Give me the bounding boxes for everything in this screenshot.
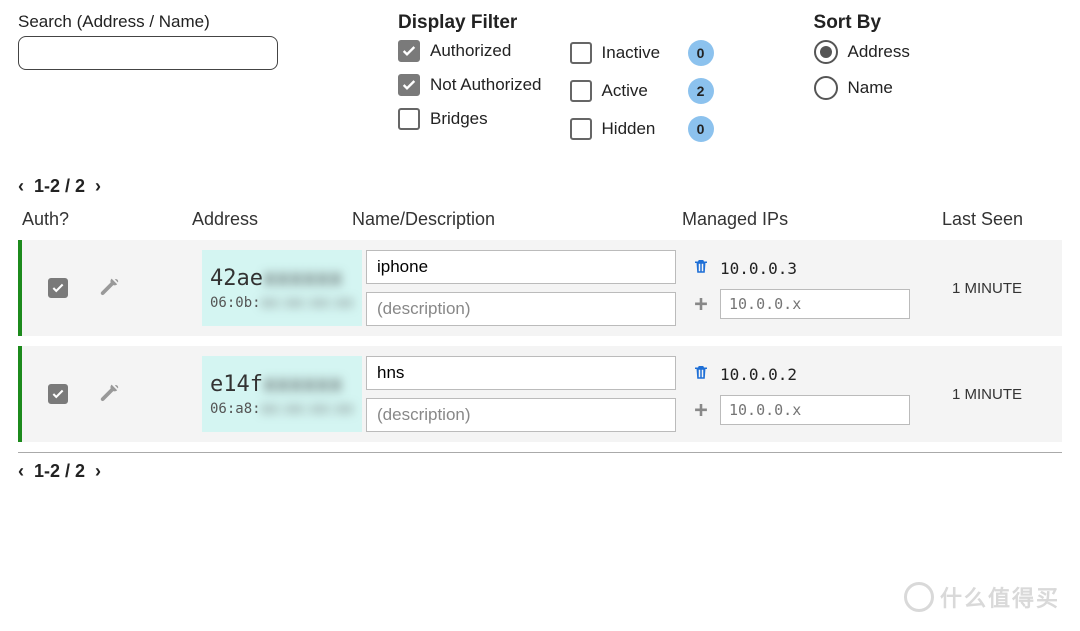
ip-input[interactable] <box>720 289 910 319</box>
filter-label: Not Authorized <box>430 75 542 95</box>
plus-icon[interactable]: + <box>692 398 710 423</box>
trash-icon[interactable] <box>692 257 710 279</box>
auth-checkbox[interactable] <box>48 384 68 404</box>
sort-label: Name <box>848 78 893 98</box>
filter-title: Display Filter <box>398 12 714 34</box>
auth-checkbox[interactable] <box>48 278 68 298</box>
col-auth: Auth? <box>22 209 192 230</box>
filter-count-badge: 0 <box>688 40 714 66</box>
filter-count-badge: 0 <box>688 116 714 142</box>
filter-label: Bridges <box>430 109 488 129</box>
plus-icon[interactable]: + <box>692 292 710 317</box>
watermark: 什么值得买 <box>904 581 1060 613</box>
sort-radio[interactable] <box>814 40 838 64</box>
sort-label: Address <box>848 42 910 62</box>
filter-checkbox[interactable] <box>570 118 592 140</box>
last-seen: 1 MINUTE <box>952 280 1056 297</box>
wrench-icon[interactable] <box>98 381 120 407</box>
pager-next-icon[interactable]: › <box>95 176 101 197</box>
ip-input[interactable] <box>720 395 910 425</box>
filter-checkbox[interactable] <box>398 108 420 130</box>
filter-label: Hidden <box>602 119 672 139</box>
wrench-icon[interactable] <box>98 275 120 301</box>
divider <box>18 452 1062 453</box>
description-input[interactable] <box>366 292 676 326</box>
ip-value: 10.0.0.3 <box>720 259 797 278</box>
pager-prev-icon[interactable]: ‹ <box>18 461 24 482</box>
name-input[interactable] <box>366 250 676 284</box>
trash-icon[interactable] <box>692 363 710 385</box>
filter-label: Active <box>602 81 672 101</box>
filter-label: Authorized <box>430 41 511 61</box>
filter-checkbox[interactable] <box>570 42 592 64</box>
last-seen: 1 MINUTE <box>952 386 1056 403</box>
table-row: e14fxxxxxx06:a8:xx:xx:xx:xx 10.0.0.2 +1 MI… <box>18 346 1062 442</box>
table-row: 42aexxxxxx06:0b:xx:xx:xx:xx 10.0.0.3 +1 MI… <box>18 240 1062 336</box>
search-input[interactable] <box>18 36 278 70</box>
col-address: Address <box>192 209 352 230</box>
pager-bottom: ‹ 1-2 / 2 › <box>18 461 1062 482</box>
filter-checkbox[interactable] <box>398 40 420 62</box>
pager-text: 1-2 / 2 <box>34 461 85 482</box>
filter-checkbox[interactable] <box>570 80 592 102</box>
col-ips: Managed IPs <box>682 209 942 230</box>
col-last: Last Seen <box>942 209 1058 230</box>
name-input[interactable] <box>366 356 676 390</box>
address-cell: 42aexxxxxx06:0b:xx:xx:xx:xx <box>202 250 362 326</box>
pager-text: 1-2 / 2 <box>34 176 85 197</box>
pager-prev-icon[interactable]: ‹ <box>18 176 24 197</box>
filter-checkbox[interactable] <box>398 74 420 96</box>
sort-radio[interactable] <box>814 76 838 100</box>
ip-value: 10.0.0.2 <box>720 365 797 384</box>
description-input[interactable] <box>366 398 676 432</box>
search-label: Search (Address / Name) <box>18 12 278 32</box>
pager-top: ‹ 1-2 / 2 › <box>18 176 1062 197</box>
address-cell: e14fxxxxxx06:a8:xx:xx:xx:xx <box>202 356 362 432</box>
pager-next-icon[interactable]: › <box>95 461 101 482</box>
filter-label: Inactive <box>602 43 672 63</box>
sort-title: Sort By <box>814 12 910 34</box>
filter-count-badge: 2 <box>688 78 714 104</box>
col-name: Name/Description <box>352 209 682 230</box>
